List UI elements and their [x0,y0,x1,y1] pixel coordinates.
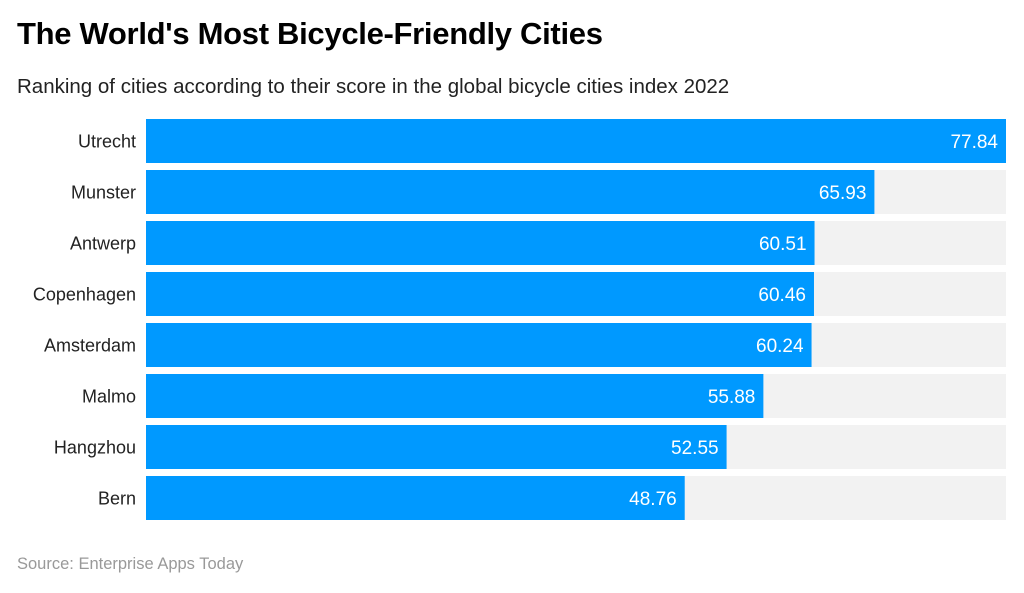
data-label: 48.76 [629,489,677,510]
data-label: 60.46 [758,285,806,306]
bar [146,323,812,367]
category-label: Amsterdam [44,336,136,356]
data-label: 65.93 [819,183,867,204]
bar [146,272,814,316]
category-label: Copenhagen [33,285,136,305]
data-label: 52.55 [671,438,719,459]
data-label: 77.84 [950,132,998,153]
source-note: Source: Enterprise Apps Today [17,555,244,573]
bar [146,221,815,265]
category-label: Malmo [82,387,136,407]
bar [146,476,685,520]
bar [146,170,875,214]
chart-subtitle: Ranking of cities according to their sco… [17,75,730,98]
data-label: 60.24 [756,336,804,357]
bar [146,374,764,418]
category-label: Hangzhou [54,438,136,458]
chart-title: The World's Most Bicycle-Friendly Cities [17,16,603,51]
category-label: Bern [98,489,136,509]
category-label: Utrecht [78,132,136,152]
data-label: 60.51 [759,234,807,255]
data-label: 55.88 [708,387,756,408]
bar [146,425,727,469]
category-label: Munster [71,183,136,203]
bar [146,119,1006,163]
category-label: Antwerp [70,234,136,254]
